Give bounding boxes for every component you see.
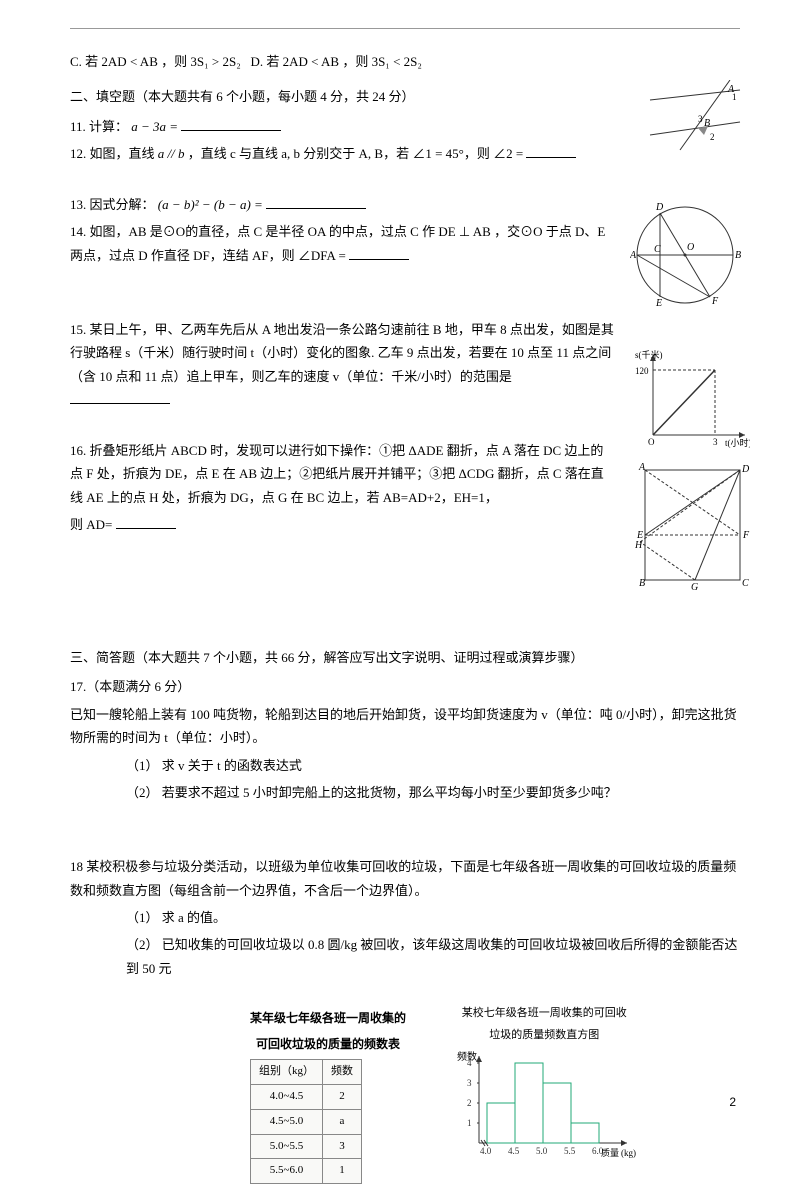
q12-p1: a // b <box>158 146 185 161</box>
td: 5.5~6.0 <box>251 1159 323 1184</box>
page-content: C. 若 2AD < AB ，则 3S₁ > 2S₂ D. 若 2AD < AB… <box>70 50 740 1184</box>
svg-text:E: E <box>655 298 662 309</box>
svg-text:1: 1 <box>732 92 737 102</box>
q18-chart-title2: 垃圾的质量频数直方图 <box>449 1026 639 1046</box>
q18-table-title2: 可回收垃圾的质量的频数表 <box>250 1034 406 1056</box>
q11-label: 11. 计算： <box>70 119 128 134</box>
svg-text:H: H <box>635 540 643 551</box>
q18-table-title1: 某年级七年级各班一周收集的 <box>250 1008 406 1030</box>
q17-sub2: （2） 若要求不超过 5 小时卸完船上的这批货物，那么平均每小时至少要卸货多少吨… <box>70 781 740 804</box>
q15-text: 15. 某日上午，甲、乙两车先后从 A 地出发沿一条公路匀速前往 B 地，甲车 … <box>70 322 614 384</box>
q15-blank <box>70 390 170 404</box>
q16b: 则 AD= <box>70 513 740 536</box>
q18-sub1: （1） 求 a 的值。 <box>70 906 740 929</box>
q14: 14. 如图，AB 是⊙O的直径，点 C 是半径 OA 的中点，过点 C 作 D… <box>70 220 740 267</box>
svg-text:3: 3 <box>467 1078 472 1088</box>
q12-blank <box>526 144 576 158</box>
q16-blank <box>116 515 176 529</box>
q18-chart-title1: 某校七年级各班一周收集的可回收 <box>449 1004 639 1024</box>
td: a <box>323 1109 362 1134</box>
q18-table: 组别（kg） 频数 4.0~4.52 4.5~5.0a 5.0~5.53 5.5… <box>250 1059 362 1184</box>
svg-text:F: F <box>742 530 750 541</box>
q16: 16. 折叠矩形纸片 ABCD 时，发现可以进行如下操作：①把 ΔADE 翻折，… <box>70 439 740 509</box>
q11-blank <box>181 117 281 131</box>
page-number: 2 <box>729 1092 736 1114</box>
q10-d: D. 若 2AD < AB ，则 3S₁ < 2S₂ <box>250 54 421 69</box>
q11: 11. 计算： a − 3a = <box>70 115 740 138</box>
td: 4.5~5.0 <box>251 1109 323 1134</box>
td: 5.0~5.5 <box>251 1134 323 1159</box>
td: 1 <box>323 1159 362 1184</box>
q13-expr: (a − b)² − (b − a) = <box>158 197 263 212</box>
svg-text:(kg): (kg) <box>621 1148 636 1158</box>
svg-text:质量: 质量 <box>601 1147 619 1158</box>
svg-text:4.0: 4.0 <box>480 1146 492 1156</box>
svg-text:5.0: 5.0 <box>536 1146 548 1156</box>
q14-text: 14. 如图，AB 是⊙O的直径，点 C 是半径 OA 的中点，过点 C 作 D… <box>70 224 605 262</box>
td: 2 <box>323 1085 362 1110</box>
svg-text:4.5: 4.5 <box>508 1146 520 1156</box>
svg-text:F: F <box>711 296 719 307</box>
td: 4.0~4.5 <box>251 1085 323 1110</box>
q17-sub1: （1） 求 v 关于 t 的函数表达式 <box>70 754 740 777</box>
q18-visuals: 某年级七年级各班一周收集的 可回收垃圾的质量的频数表 组别（kg） 频数 4.0… <box>70 998 740 1184</box>
q10-options: C. 若 2AD < AB ，则 3S₁ > 2S₂ D. 若 2AD < AB… <box>70 50 740 73</box>
q18-chart-box: 某校七年级各班一周收集的可回收 垃圾的质量频数直方图 1 2 3 4 <box>449 1004 639 1170</box>
q18-sub2: （2） 已知收集的可回收垃圾以 0.8 圆/kg 被回收，该年级这周收集的可回收… <box>70 933 740 980</box>
q13-blank <box>266 195 366 209</box>
td: 3 <box>323 1134 362 1159</box>
svg-text:D: D <box>741 464 750 475</box>
q12-p2: ，直线 c 与直线 a, b 分别交于 A, B，若 ∠1 = 45°，则 ∠2… <box>188 146 523 161</box>
q18-histogram: 1 2 3 4 4.0 4.5 5.0 5.5 6.0 <box>449 1048 639 1163</box>
svg-text:B: B <box>639 578 645 589</box>
svg-text:5.5: 5.5 <box>564 1146 576 1156</box>
q10-c: C. 若 2AD < AB ，则 3S₁ > 2S₂ <box>70 54 241 69</box>
q12: 12. 如图，直线 a // b ，直线 c 与直线 a, b 分别交于 A, … <box>70 142 740 165</box>
q12-label: 12. 如图，直线 <box>70 146 155 161</box>
svg-text:G: G <box>691 582 698 590</box>
svg-text:1: 1 <box>467 1118 472 1128</box>
th-1: 频数 <box>323 1060 362 1085</box>
section3-heading: 三、简答题（本大题共 7 个小题，共 66 分，解答应写出文字说明、证明过程或演… <box>70 646 740 669</box>
q15: 15. 某日上午，甲、乙两车先后从 A 地出发沿一条公路匀速前往 B 地，甲车 … <box>70 318 740 412</box>
q11-expr: a − 3a = <box>131 119 178 134</box>
q17-body: 已知一艘轮船上装有 100 吨货物，轮船到达目的地后开始卸货，设平均卸货速度为 … <box>70 703 740 750</box>
header-rule <box>70 28 740 29</box>
q13: 13. 因式分解： (a − b)² − (b − a) = <box>70 193 740 216</box>
q16-text: 16. 折叠矩形纸片 ABCD 时，发现可以进行如下操作：①把 ΔADE 翻折，… <box>70 443 604 505</box>
svg-text:C: C <box>742 578 749 589</box>
q14-blank <box>349 246 409 260</box>
svg-text:频数: 频数 <box>457 1050 477 1063</box>
q13-label: 13. 因式分解： <box>70 197 155 212</box>
th-0: 组别（kg） <box>251 1060 323 1085</box>
svg-text:2: 2 <box>467 1098 472 1108</box>
q18-table-box: 某年级七年级各班一周收集的 可回收垃圾的质量的频数表 组别（kg） 频数 4.0… <box>250 1008 406 1184</box>
q16-text2: 则 AD= <box>70 517 112 532</box>
q18-title: 18 某校积极参与垃圾分类活动，以班级为单位收集可回收的垃圾，下面是七年级各班一… <box>70 855 740 902</box>
q17-title: 17.（本题满分 6 分） <box>70 675 740 698</box>
